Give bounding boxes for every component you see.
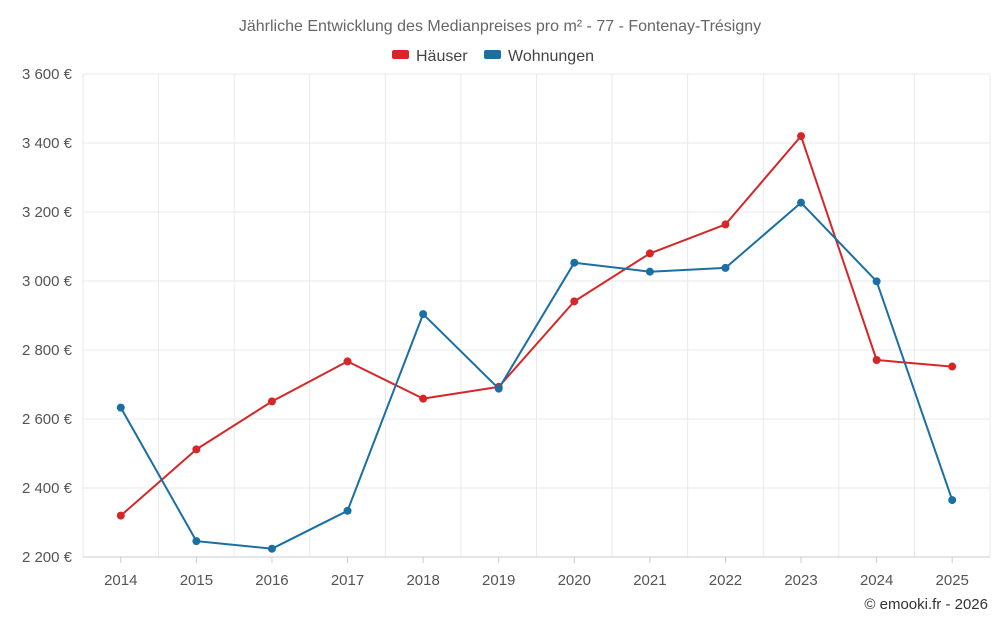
series-line bbox=[119, 201, 954, 550]
x-tick-label: 2016 bbox=[255, 572, 288, 589]
data-point[interactable] bbox=[343, 506, 352, 515]
data-point[interactable] bbox=[192, 537, 201, 546]
data-point[interactable] bbox=[116, 403, 125, 412]
legend-item[interactable]: Wohnungen bbox=[484, 48, 594, 65]
legend-swatch bbox=[392, 50, 409, 59]
x-tick-label: 2021 bbox=[633, 572, 666, 589]
series-line bbox=[120, 135, 953, 517]
x-tick-label: 2017 bbox=[331, 572, 364, 589]
axes: 2 200 € 2 400 € 2 600 € 2 800 € 3 000 € 3 200… bbox=[22, 66, 990, 589]
data-point[interactable] bbox=[192, 445, 201, 454]
series-häuser bbox=[116, 132, 957, 520]
legend-label: Wohnungen bbox=[508, 48, 594, 65]
data-point[interactable] bbox=[570, 258, 579, 267]
y-tick-label: 3 200 € bbox=[22, 204, 73, 221]
data-point[interactable] bbox=[721, 220, 730, 229]
x-tick-label: 2023 bbox=[784, 572, 817, 589]
data-point[interactable] bbox=[948, 362, 957, 371]
x-tick-label: 2019 bbox=[482, 572, 515, 589]
y-tick-label: 3 000 € bbox=[22, 273, 73, 290]
x-tick-label: 2018 bbox=[406, 572, 439, 589]
x-tick-label: 2020 bbox=[558, 572, 591, 589]
data-point[interactable] bbox=[797, 132, 806, 141]
legend-label: Häuser bbox=[416, 48, 468, 65]
x-tick-label: 2022 bbox=[709, 572, 742, 589]
data-point[interactable] bbox=[343, 357, 352, 366]
data-point[interactable] bbox=[419, 310, 428, 319]
data-point[interactable] bbox=[267, 544, 276, 553]
data-point[interactable] bbox=[494, 384, 503, 393]
data-point[interactable] bbox=[872, 356, 881, 365]
series-wohnungen bbox=[116, 198, 957, 553]
data-point[interactable] bbox=[721, 263, 730, 272]
y-tick-label: 2 200 € bbox=[22, 549, 73, 566]
x-tick-label: 2015 bbox=[180, 572, 213, 589]
data-point[interactable] bbox=[948, 496, 957, 505]
series-layer bbox=[116, 132, 957, 553]
x-tick-label: 2014 bbox=[104, 572, 137, 589]
legend-item[interactable]: Häuser bbox=[392, 48, 468, 65]
data-point[interactable] bbox=[116, 511, 125, 520]
data-point[interactable] bbox=[645, 267, 654, 276]
data-point[interactable] bbox=[570, 297, 579, 306]
data-point[interactable] bbox=[872, 277, 881, 286]
gridlines bbox=[82, 73, 991, 557]
x-tick-label: 2025 bbox=[936, 572, 969, 589]
y-tick-label: 2 600 € bbox=[22, 411, 73, 428]
legend[interactable]: Häuser Wohnungen bbox=[392, 48, 594, 65]
y-tick-label: 2 800 € bbox=[22, 342, 73, 359]
y-tick-label: 3 400 € bbox=[22, 135, 73, 152]
chart-title: Jährliche Entwicklung des Medianpreises … bbox=[239, 18, 761, 35]
y-tick-label: 2 400 € bbox=[22, 480, 73, 497]
legend-swatch bbox=[484, 50, 501, 59]
data-point[interactable] bbox=[419, 394, 428, 403]
x-tick-label: 2024 bbox=[860, 572, 893, 589]
data-point[interactable] bbox=[797, 198, 806, 207]
credit-text: © emooki.fr - 2026 bbox=[864, 596, 988, 613]
data-point[interactable] bbox=[267, 397, 276, 406]
data-point[interactable] bbox=[645, 249, 654, 258]
y-tick-label: 3 600 € bbox=[22, 66, 73, 83]
